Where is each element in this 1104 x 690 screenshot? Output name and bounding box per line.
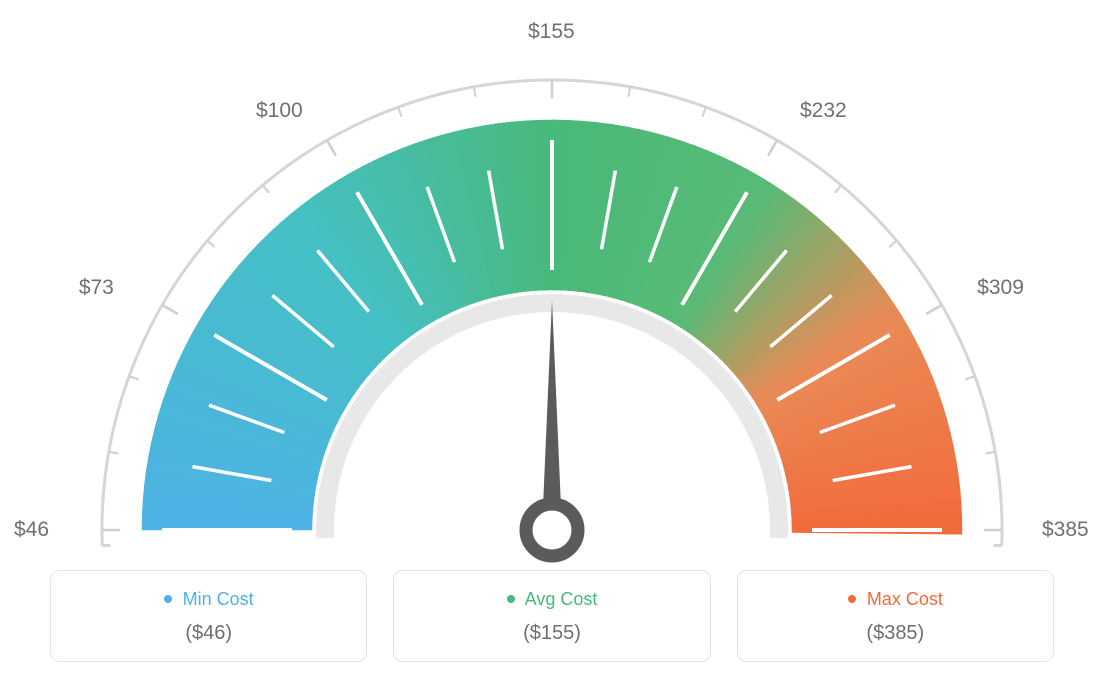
legend-card-avg: Avg Cost ($155) bbox=[393, 570, 710, 662]
gauge-tick-label: $385 bbox=[1042, 518, 1089, 542]
legend-card-max: Max Cost ($385) bbox=[737, 570, 1054, 662]
legend-value: ($155) bbox=[404, 622, 699, 645]
legend-row: Min Cost ($46) Avg Cost ($155) Max Cost … bbox=[50, 570, 1054, 662]
gauge-tick-label: $46 bbox=[14, 518, 49, 542]
gauge-svg bbox=[0, 30, 1104, 590]
dot-icon bbox=[848, 595, 856, 603]
legend-title-max: Max Cost bbox=[748, 589, 1043, 610]
legend-title-min: Min Cost bbox=[61, 589, 356, 610]
dot-icon bbox=[507, 595, 515, 603]
gauge-tick-label: $100 bbox=[256, 99, 303, 123]
gauge-tick-label: $155 bbox=[528, 20, 575, 44]
legend-label: Min Cost bbox=[183, 589, 254, 609]
gauge-tick-label: $309 bbox=[977, 276, 1024, 300]
legend-label: Max Cost bbox=[867, 589, 943, 609]
dot-icon bbox=[164, 595, 172, 603]
gauge-tick-label: $73 bbox=[79, 276, 114, 300]
legend-title-avg: Avg Cost bbox=[404, 589, 699, 610]
legend-value: ($46) bbox=[61, 622, 356, 645]
legend-value: ($385) bbox=[748, 622, 1043, 645]
legend-label: Avg Cost bbox=[525, 589, 598, 609]
cost-gauge: $46 $73 $100 $155 $232 $309 $385 bbox=[0, 0, 1104, 560]
legend-card-min: Min Cost ($46) bbox=[50, 570, 367, 662]
gauge-tick-label: $232 bbox=[800, 99, 847, 123]
